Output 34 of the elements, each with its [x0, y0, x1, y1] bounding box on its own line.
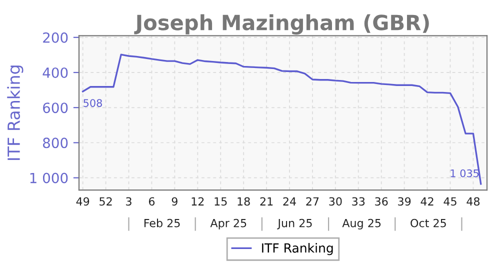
x-tick-label: 27 — [306, 197, 319, 206]
x-tick-label: 24 — [283, 197, 296, 206]
x-tick-label: 33 — [352, 197, 365, 206]
x-tick-label: 39 — [398, 197, 411, 206]
x-tick-label: 45 — [444, 197, 456, 206]
data-label: 1 035 — [450, 169, 479, 178]
data-label: 508 — [84, 99, 102, 107]
y-tick-label: 400 — [42, 67, 68, 78]
y-tick-label: 1 000 — [30, 172, 68, 184]
y-tick-label: 800 — [43, 138, 68, 148]
text: Apr 25 — [210, 218, 246, 230]
text: Feb 25 — [144, 218, 180, 228]
x-tick-label: 48 — [466, 197, 480, 206]
x-tick-label: 9 — [172, 197, 178, 206]
x-tick-label: 52 — [100, 197, 112, 206]
x-tick-label: 15 — [214, 197, 227, 206]
x-tick-label: 42 — [420, 197, 434, 206]
x-tick-label: 12 — [192, 197, 204, 206]
x-tick-label: 49 — [76, 197, 90, 206]
y-tick-label: 600 — [43, 102, 68, 114]
x-tick-label: 3 — [126, 197, 132, 206]
x-tick-label: 30 — [329, 197, 342, 206]
line-series — [82, 54, 482, 185]
x-tick-label: 18 — [238, 197, 250, 206]
chart-title: Joseph Mazingham (GBR) — [134, 14, 429, 35]
x-tick-label: 36 — [375, 197, 388, 206]
text: Jun 25 — [277, 218, 312, 230]
text: Aug 25 — [342, 218, 381, 230]
text: Oct 25 — [410, 218, 446, 228]
y-tick-label: 200 — [43, 32, 68, 43]
x-tick-label: 21 — [260, 197, 273, 206]
legend-label: ITF Ranking — [262, 243, 333, 256]
y-axis-title: ITF Ranking — [7, 66, 24, 160]
x-tick-label: 6 — [148, 197, 155, 206]
